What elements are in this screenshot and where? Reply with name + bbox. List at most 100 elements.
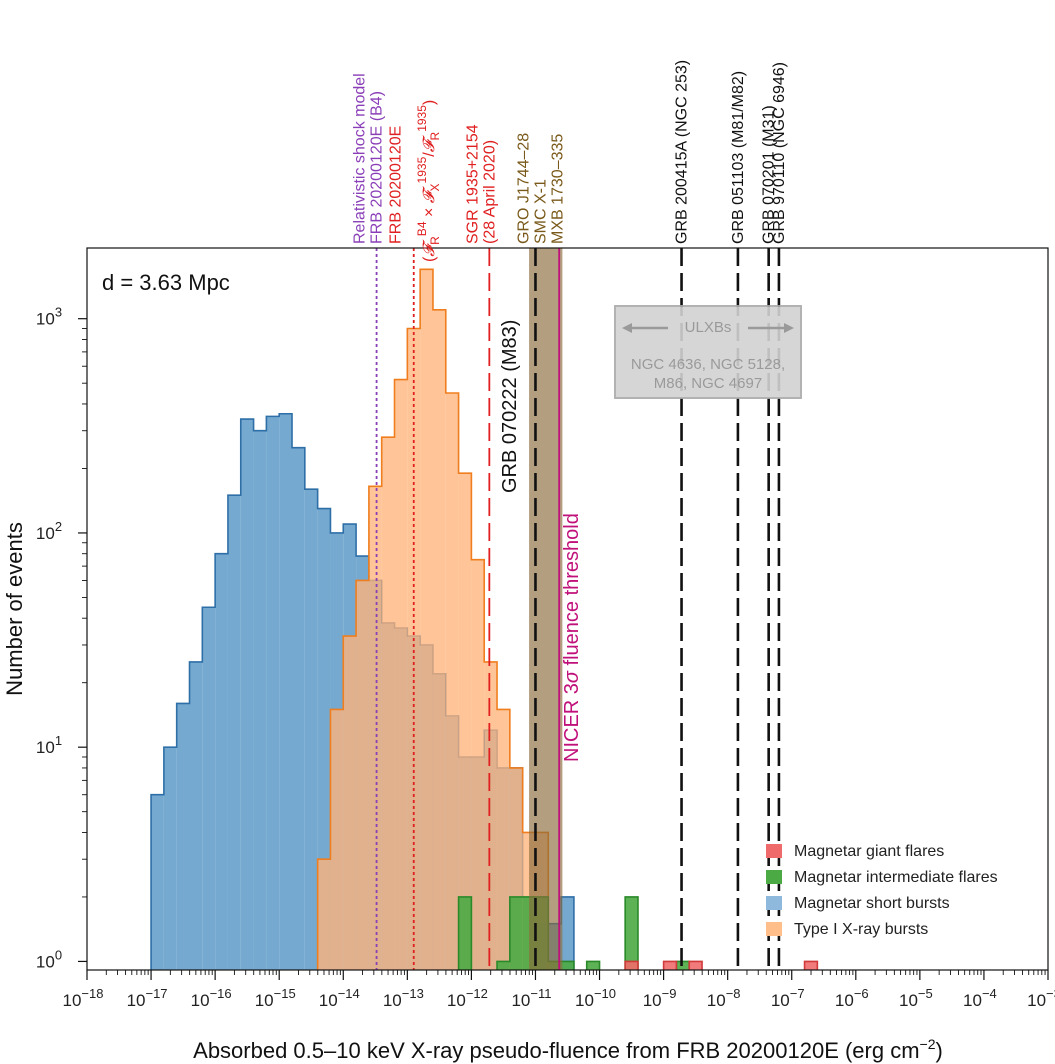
x-tick-exponent: −5: [918, 986, 933, 1001]
bin-magnetar-short-bursts-8: [253, 430, 267, 970]
distance-annotation: d = 3.63 Mpc: [102, 270, 230, 295]
bin-type-i-x-ray-bursts-7: [407, 328, 421, 970]
x-tick-base: 10: [575, 991, 594, 1010]
label-grb970110-line-1: GRB 970110 (NGC 6946): [771, 62, 788, 244]
x-tick-label: 10−14: [319, 986, 360, 1010]
label-sgr-line-2: (28 April 2020): [481, 140, 498, 244]
legend-label: Magnetar intermediate flares: [794, 869, 998, 886]
x-tick-label: 10−15: [255, 986, 296, 1010]
bin-type-i-x-ray-bursts-11: [458, 473, 472, 970]
x-tick-base: 10: [899, 991, 918, 1010]
x-tick-base: 10: [643, 991, 662, 1010]
bin-type-i-x-ray-bursts-2: [343, 636, 357, 970]
x-tick-exponent: −18: [81, 986, 103, 1001]
x-tick-label: 10−9: [643, 986, 677, 1010]
y-tick-label: 102: [36, 519, 62, 543]
bin-type-i-x-ray-bursts-5: [381, 437, 395, 970]
x-tick-base: 10: [835, 991, 854, 1010]
y-tick-label: 101: [36, 733, 62, 757]
ulxb-title: ULXBs: [685, 319, 732, 336]
bin-magnetar-intermediate-flares-0: [458, 896, 472, 970]
bin-magnetar-short-bursts-9: [266, 416, 280, 970]
x-tick-label: 10−5: [899, 986, 933, 1010]
y-tick-base: 10: [36, 952, 55, 971]
formula-f3-sub: R: [428, 131, 442, 140]
nicer-threshold-label: NICER 3σ fluence threshold: [561, 513, 583, 762]
x-tick-base: 10: [511, 991, 530, 1010]
x-tick-label: 10−18: [63, 986, 104, 1010]
bin-magnetar-short-bursts-3: [189, 661, 203, 970]
top-labels: Relativistic shock model FRB 20200120E (B…: [352, 60, 788, 244]
y-tick-base: 10: [36, 524, 55, 543]
legend: Magnetar giant flares Magnetar intermedia…: [766, 843, 998, 938]
bin-magnetar-short-bursts-7: [240, 419, 254, 970]
bin-magnetar-short-bursts-11: [292, 447, 305, 970]
x-tick-exponent: −13: [402, 986, 424, 1001]
bin-magnetar-short-bursts-4: [202, 607, 216, 970]
x-tick-exponent: −3: [1046, 986, 1055, 1001]
formula-f2-sub: X: [428, 183, 442, 191]
x-tick-label: 10−4: [963, 986, 997, 1010]
label-grb200415-line-1: GRB 200415A (NGC 253): [674, 60, 691, 244]
bin-magnetar-intermediate-flares-8: [625, 896, 638, 970]
bin-type-i-x-ray-bursts-3: [356, 580, 369, 970]
y-tick-exponent: 0: [55, 947, 62, 962]
bin-type-i-x-ray-bursts-8: [420, 269, 433, 970]
x-tick-label: 10−3: [1027, 986, 1055, 1010]
bin-magnetar-giant-flares-0: [625, 961, 638, 970]
x-tick-base: 10: [1027, 991, 1046, 1010]
bin-type-i-x-ray-bursts-9: [432, 309, 446, 970]
nicer-label-suffix: fluence threshold: [561, 513, 583, 671]
legend-label: Magnetar giant flares: [794, 843, 944, 860]
right-arrow-icon: [784, 323, 794, 333]
x-tick-exponent: −10: [594, 986, 616, 1001]
bin-magnetar-intermediate-flares-7: [586, 961, 600, 970]
x-tick-exponent: −7: [790, 986, 805, 1001]
bin-magnetar-short-bursts-12: [304, 489, 318, 970]
y-axis-label: Number of events: [2, 522, 27, 696]
x-tick-exponent: −17: [145, 986, 167, 1001]
legend-swatch: [766, 844, 782, 858]
legend-label: Type I X-ray bursts: [794, 921, 928, 938]
formula-slash: /: [421, 152, 438, 157]
x-tick-base: 10: [383, 991, 402, 1010]
x-tick-base: 10: [319, 991, 338, 1010]
bin-magnetar-short-bursts-6: [227, 495, 241, 970]
x-axis-label: Absorbed 0.5–10 keV X-ray pseudo-fluence…: [193, 1036, 943, 1063]
bin-magnetar-short-bursts-32: [561, 896, 574, 970]
ulxb-line2: M86, NGC 4697: [654, 375, 762, 392]
x-tick-label: 10−10: [575, 986, 616, 1010]
histogram-layer: [150, 268, 819, 970]
bin-type-i-x-ray-bursts-6: [394, 379, 408, 970]
x-tick-label: 10−11: [511, 986, 551, 1010]
x-tick-base: 10: [447, 991, 466, 1010]
x-tick-base: 10: [707, 991, 726, 1010]
legend-swatch: [766, 870, 782, 884]
x-axis-ticks: 10−18 10−17 10−16 10−15 10−14 10−13 10−12 10−11…: [63, 970, 1055, 1010]
bin-magnetar-giant-flares-3: [804, 961, 818, 970]
x-tick-exponent: −6: [854, 986, 869, 1001]
y-tick-exponent: 3: [55, 305, 62, 320]
x-tick-base: 10: [963, 991, 982, 1010]
bin-type-i-x-ray-bursts-1: [330, 709, 344, 970]
formula-times: ×: [421, 203, 438, 221]
ulxb-box: ULXBs NGC 4636, NGC 5128, M86, NGC 4697: [614, 305, 802, 399]
frb-scaling-formula: (𝓕RB4 × 𝓕X1935/𝓕R1935): [415, 100, 442, 262]
x-tick-base: 10: [191, 991, 210, 1010]
bin-type-i-x-ray-bursts-14: [497, 709, 510, 970]
series-magnetar-giant-flares: [624, 960, 819, 970]
x-tick-base: 10: [63, 991, 82, 1010]
x-tick-exponent: −15: [274, 986, 296, 1001]
y-tick-label: 100: [36, 947, 62, 971]
bin-magnetar-short-bursts-13: [317, 508, 331, 970]
formula-f3-sup: 1935: [415, 105, 429, 132]
bin-type-i-x-ray-bursts-12: [471, 559, 485, 970]
left-arrow-icon: [622, 323, 632, 333]
legend-swatch: [766, 896, 782, 910]
x-axis-label-exponent: −2: [920, 1036, 936, 1052]
x-tick-label: 10−16: [191, 986, 232, 1010]
bin-magnetar-intermediate-flares-1: [497, 961, 510, 970]
bin-magnetar-short-bursts-0: [151, 794, 164, 970]
